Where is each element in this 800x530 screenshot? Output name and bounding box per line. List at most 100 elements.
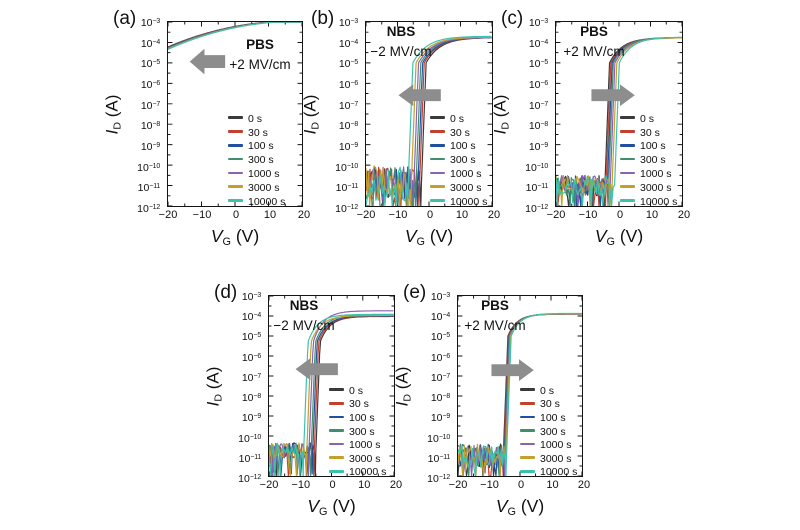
- legend-swatch: [329, 388, 344, 392]
- y-tick-label: 10−8: [430, 392, 450, 405]
- y-tick-exponent: −7: [540, 100, 549, 108]
- x-axis-subscript: G: [222, 236, 231, 249]
- legend-item: 3000 s: [228, 179, 280, 194]
- x-tick-labels: −20 −10 0 10 20: [260, 479, 402, 493]
- legend-item: 300 s: [228, 151, 274, 167]
- legend-label: 30 s: [640, 126, 660, 139]
- x-tick-labels: −20 −10 0 10 20: [547, 209, 690, 223]
- legend-swatch: [520, 456, 535, 460]
- legend-label: 10000 s: [450, 195, 488, 208]
- legend-swatch: [329, 470, 344, 473]
- legend-swatch: [430, 116, 445, 120]
- y-tick-label: 10−11: [335, 182, 359, 195]
- transfer-curves-svg: [269, 296, 394, 476]
- legend-item: 100 s: [520, 409, 566, 424]
- plot-area: PBS +2 MV/cm 0 s 30 s 100 s 300 s 1000 s 3000…: [427, 291, 590, 491]
- legend-swatch: [620, 116, 635, 120]
- stress-condition-label: PBS +2 MV/cm: [554, 22, 634, 61]
- y-tick-label: 10−12: [238, 472, 261, 485]
- plot-area: PBS +2 MV/cm 0 s 30 s 100 s 300 s 1000 s 3000…: [525, 17, 690, 221]
- legend-swatch: [228, 116, 243, 120]
- y-tick-exponent: −11: [149, 183, 160, 191]
- legend-item: 1000 s: [430, 165, 482, 180]
- y-tick-exponent: −12: [346, 204, 358, 211]
- legend-item: 100 s: [430, 138, 476, 152]
- curve-10000s: [458, 312, 582, 476]
- x-tick-labels: −20 −10 0 10 20: [357, 209, 500, 223]
- legend-label: 300 s: [248, 154, 274, 167]
- legend-item: 30 s: [430, 124, 470, 139]
- legend-label: 1000 s: [450, 167, 482, 180]
- y-tick-label: 10−11: [137, 182, 161, 195]
- y-tick-exponent: −9: [350, 142, 359, 149]
- legend-swatch: [520, 388, 535, 392]
- legend-label: 100 s: [248, 140, 274, 153]
- x-axis-label: VG (V): [258, 496, 405, 518]
- y-tick-exponent: −5: [253, 332, 262, 340]
- legend-swatch: [329, 442, 344, 446]
- y-tick-exponent: −9: [540, 142, 549, 149]
- stress-field: +2 MV/cm: [229, 56, 291, 72]
- x-tick-label: 10: [455, 209, 469, 221]
- legend-label: 10000 s: [640, 195, 678, 208]
- x-tick-label: −10: [480, 479, 499, 491]
- legend-swatch: [228, 185, 243, 189]
- y-tick-label: 10−10: [427, 432, 450, 445]
- legend-item: 0 s: [620, 110, 654, 125]
- legend-label: 300 s: [540, 425, 566, 438]
- x-tick-label: −20: [356, 209, 376, 221]
- legend-label: 30 s: [450, 126, 470, 139]
- stress-condition-label: PBS +2 MV/cm: [456, 296, 534, 335]
- transfer-curves-svg: [168, 22, 302, 206]
- legend-swatch: [430, 171, 445, 175]
- legend-item: 1000 s: [620, 165, 672, 180]
- x-tick-label: −10: [192, 209, 212, 221]
- panel-b: (b) ID (A) NBS −2 MV/cm 0 s 30 s 100 s 300 …: [301, 8, 501, 248]
- y-tick-label: 10−6: [430, 351, 450, 364]
- x-tick-label: 0: [426, 209, 434, 221]
- legend-label: 100 s: [640, 140, 666, 153]
- legend-item: 300 s: [329, 423, 375, 438]
- legend-label: 100 s: [540, 411, 566, 424]
- y-tick-label: 10−8: [241, 392, 261, 405]
- x-tick-label: 10: [358, 479, 371, 491]
- y-tick-label: 10−6: [241, 351, 261, 364]
- y-tick-exponent: −12: [249, 474, 261, 481]
- legend-item: 100 s: [329, 409, 375, 424]
- y-tick-exponent: −3: [442, 292, 451, 299]
- x-axis-subscript: G: [416, 236, 425, 249]
- legend-item: 1000 s: [520, 436, 572, 451]
- legend-item: 10000 s: [520, 464, 577, 478]
- axis-ticks: [366, 22, 492, 206]
- stress-field: −2 MV/cm: [273, 317, 335, 333]
- y-tick-labels: 10−3 10−4 10−5 10−6 10−7 10−8 10−9 10−10 10−11 10…: [213, 291, 265, 485]
- plot-area: PBS +2 MV/cm 0 s 30 s 100 s 300 s 1000 s 3000…: [137, 17, 310, 221]
- y-tick-labels: 10−3 10−4 10−5 10−6 10−7 10−8 10−9 10−10 10−11 10…: [402, 291, 454, 485]
- y-tick-labels: 10−3 10−4 10−5 10−6 10−7 10−8 10−9 10−10 10−11 10…: [112, 17, 164, 215]
- legend-label: 300 s: [640, 154, 666, 167]
- x-tick-label: 20: [487, 209, 501, 221]
- panel-a: (a) ID (A) PBS +2 MV/cm 0 s 30 s 100 s 300 …: [103, 8, 311, 248]
- y-tick-exponent: −10: [148, 162, 160, 170]
- y-tick-label: 10−3: [528, 16, 548, 29]
- shift-arrow-left: [295, 358, 338, 381]
- y-tick-label: 10−11: [238, 452, 262, 465]
- plot-area: NBS −2 MV/cm 0 s 30 s 100 s 300 s 1000 s 3000…: [238, 291, 402, 491]
- legend-label: 300 s: [450, 154, 476, 167]
- legend-item: 0 s: [228, 110, 262, 125]
- legend-label: 3000 s: [450, 181, 482, 194]
- legend-label: 0 s: [450, 112, 465, 125]
- x-axis-variable: V: [307, 496, 320, 516]
- x-tick-label: 20: [389, 479, 403, 491]
- y-tick-label: 10−9: [338, 140, 359, 153]
- legend-item: 30 s: [620, 124, 660, 139]
- legend-item: 300 s: [430, 151, 476, 167]
- legend-item: 300 s: [520, 423, 566, 438]
- y-tick-exponent: −4: [350, 38, 359, 46]
- y-tick-label: 10−4: [338, 37, 359, 50]
- legend-swatch: [430, 185, 445, 189]
- legend-swatch: [228, 157, 243, 161]
- legend-item: 10000 s: [329, 464, 386, 478]
- legend-label: 10000 s: [248, 195, 286, 208]
